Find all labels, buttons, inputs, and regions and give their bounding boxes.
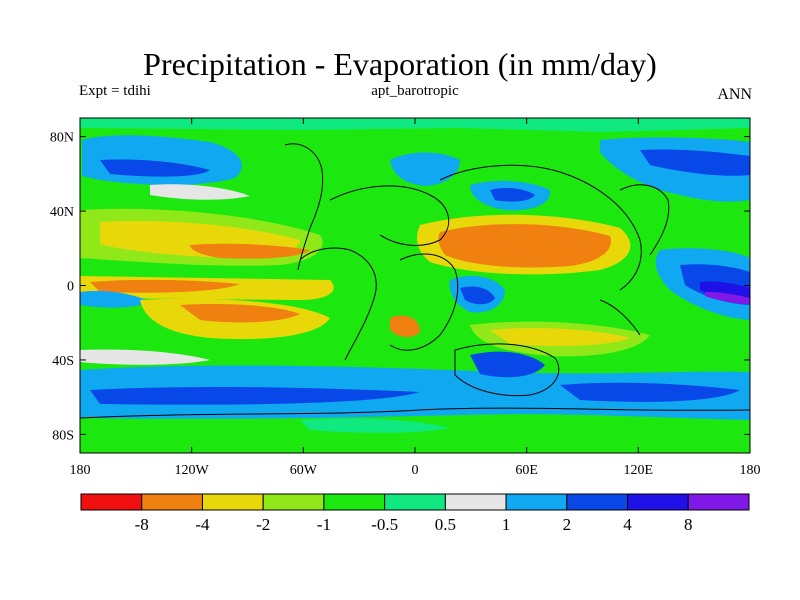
field-eq-core — [90, 279, 240, 293]
coast-antarctica — [80, 407, 750, 419]
lat-tick-label: 40N — [50, 205, 74, 220]
lon-tick-label: 120E — [624, 463, 654, 478]
colorbar-swatch — [323, 493, 386, 511]
field-antarctic — [80, 428, 750, 453]
field-asia-core — [490, 187, 535, 202]
coast-islands — [599, 299, 641, 336]
lat-tick-label: 80S — [52, 428, 74, 443]
colorbar-swatch — [444, 493, 507, 511]
field-npac-edge — [150, 184, 250, 200]
season-label: ANN — [717, 86, 752, 103]
lon-tick-label: 180 — [70, 463, 91, 478]
coast-australia — [454, 343, 560, 397]
colorbar-label: 1 — [502, 515, 511, 534]
coast-south-america — [299, 247, 377, 361]
field-so-core-w — [90, 386, 420, 405]
colorbar-swatch — [262, 493, 325, 511]
field-so-core-e — [560, 382, 740, 402]
latitude-axis: 80N 40N 0 40S 80S — [50, 131, 750, 443]
field-antarctic-coast — [300, 418, 450, 433]
coast-east-asia — [619, 184, 670, 256]
lon-tick-label: 60E — [515, 463, 538, 478]
colorbar-label: -2 — [256, 515, 270, 534]
field-siberia-core — [640, 149, 750, 176]
lon-tick-label: 60W — [290, 463, 318, 478]
colorbar-swatch — [566, 493, 629, 511]
lon-tick-label: 120W — [175, 463, 210, 478]
colorbar: -8 -4 -2 -1 -0.5 0.5 1 2 4 8 — [80, 493, 750, 534]
coast-west-americas — [284, 143, 324, 271]
colorbar-swatch — [627, 493, 689, 511]
field-sh-dry-core — [180, 304, 300, 323]
colorbar-swatch — [687, 493, 750, 511]
lon-tick-label: 180 — [740, 463, 761, 478]
field-sio-dry — [490, 327, 630, 346]
coastlines — [80, 143, 750, 419]
colorbar-swatch — [141, 493, 203, 511]
colorbar-swatch — [80, 493, 143, 511]
field-so-edge — [80, 349, 210, 365]
coast-africa — [389, 253, 459, 351]
case-label: apt_barotropic — [371, 83, 459, 99]
coast-asia — [439, 164, 642, 291]
field-ocean-dry-core — [438, 224, 611, 268]
field-nh-dry-core — [190, 243, 310, 259]
colorbar-label: 0.5 — [435, 515, 456, 534]
field-wpac-peak — [705, 292, 750, 304]
colorbar-label: 2 — [563, 515, 572, 534]
field-land-dry — [390, 315, 420, 338]
colorbar-label: -1 — [317, 515, 331, 534]
field-itcz-w — [80, 290, 150, 308]
colorbar-label: -4 — [195, 515, 210, 534]
colorbar-swatch — [505, 493, 568, 511]
map-title: Precipitation - Evaporation (in mm/day) — [143, 46, 657, 82]
lon-tick-label: 0 — [412, 463, 419, 478]
colorbar-label: 4 — [623, 515, 632, 534]
colorbar-label: -8 — [135, 515, 149, 534]
lat-tick-label: 80N — [50, 131, 74, 146]
field-layer — [80, 118, 750, 453]
experiment-label: Expt = tdihi — [79, 83, 151, 99]
field-sa-wet — [470, 351, 545, 378]
colorbar-swatch — [384, 493, 446, 511]
coast-north-atlantic — [329, 185, 450, 246]
colorbar-label: -0.5 — [371, 515, 398, 534]
field-npac-core — [100, 159, 210, 177]
lat-tick-label: 0 — [67, 280, 74, 295]
lat-tick-label: 40S — [52, 354, 74, 369]
longitude-axis: 180 120W 60W 0 60E 120E 180 — [70, 118, 761, 478]
colorbar-swatch — [201, 493, 264, 511]
field-arctic — [80, 118, 750, 132]
colorbar-label: 8 — [684, 515, 693, 534]
field-africa-core — [460, 286, 495, 305]
field-arctic-land-wet — [390, 152, 460, 186]
